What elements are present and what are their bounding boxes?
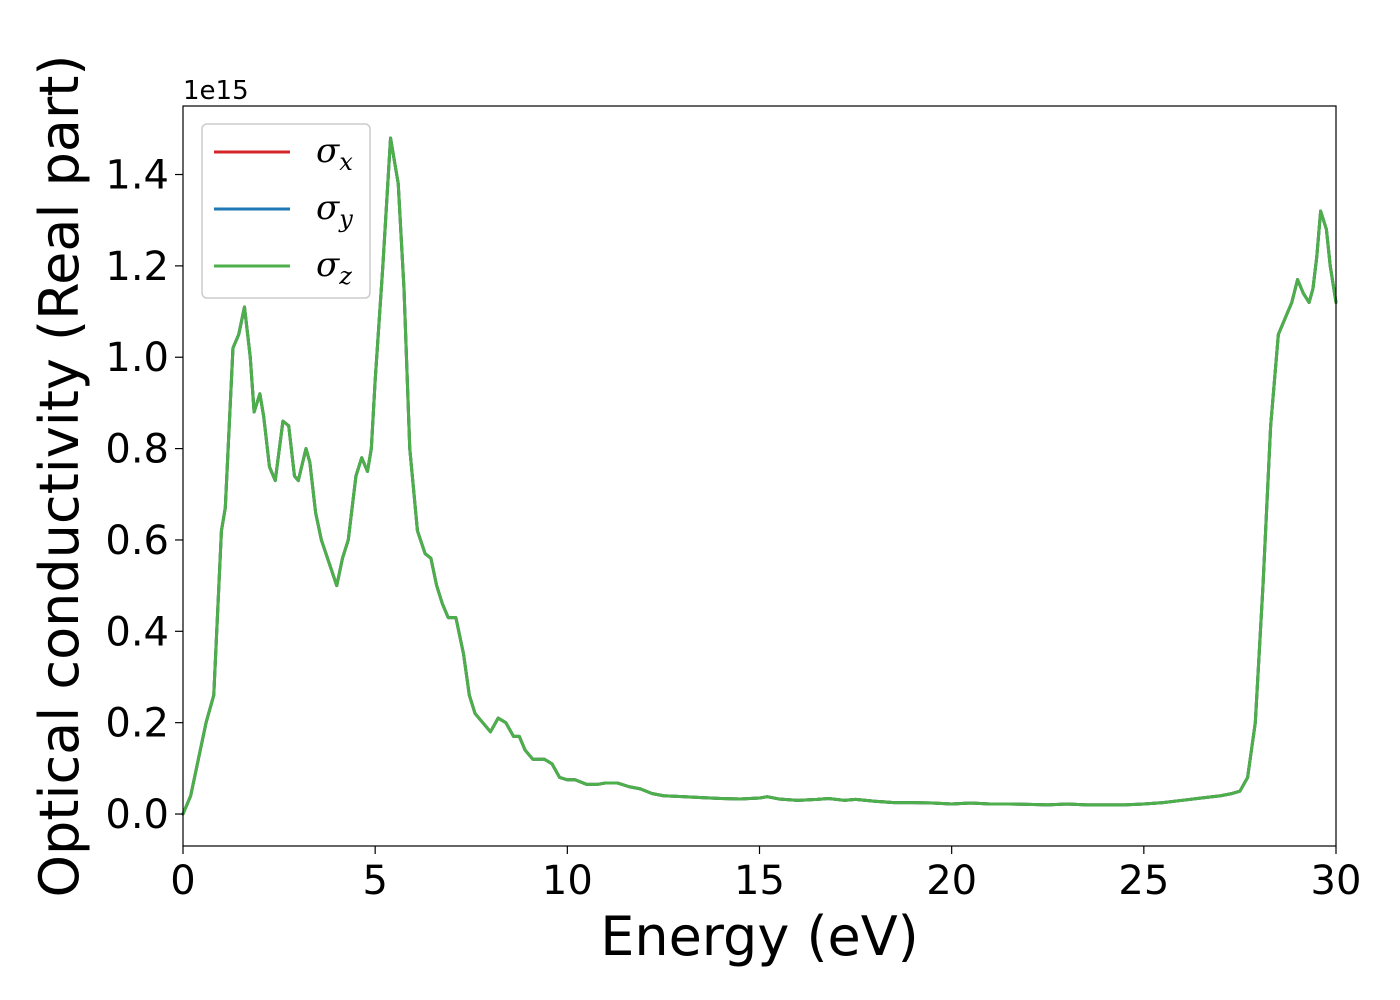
y-tick-label: 0.0: [105, 792, 169, 838]
x-tick-label: 15: [734, 858, 785, 904]
x-tick-label: 30: [1311, 858, 1362, 904]
y-tick-label: 0.8: [105, 427, 169, 473]
y-tick-label: 0.6: [105, 518, 169, 564]
x-axis-label: Energy (eV): [600, 905, 919, 968]
y-axis-ticks: 0.0 0.2 0.4 0.6 0.8 1.0 1.2 1.4: [105, 153, 183, 838]
x-tick-label: 25: [1118, 858, 1169, 904]
y-axis-label: Optical conductivity (Real part): [28, 55, 91, 898]
y-tick-label: 1.2: [105, 244, 169, 290]
x-tick-label: 10: [542, 858, 593, 904]
x-tick-label: 20: [926, 858, 977, 904]
x-axis-ticks: 0 5 10 15 20 25 30: [170, 846, 1361, 904]
y-tick-label: 1.0: [105, 335, 169, 381]
x-tick-label: 5: [362, 858, 387, 904]
legend-box: [201, 123, 371, 299]
y-tick-label: 1.4: [105, 153, 169, 199]
y-tick-label: 0.4: [105, 609, 169, 655]
x-tick-label: 0: [170, 858, 195, 904]
y-tick-label: 0.2: [105, 701, 169, 747]
series-line-2: [181, 136, 1338, 816]
y-offset-label: 1e15: [183, 76, 249, 106]
series-layer: [181, 136, 1338, 816]
